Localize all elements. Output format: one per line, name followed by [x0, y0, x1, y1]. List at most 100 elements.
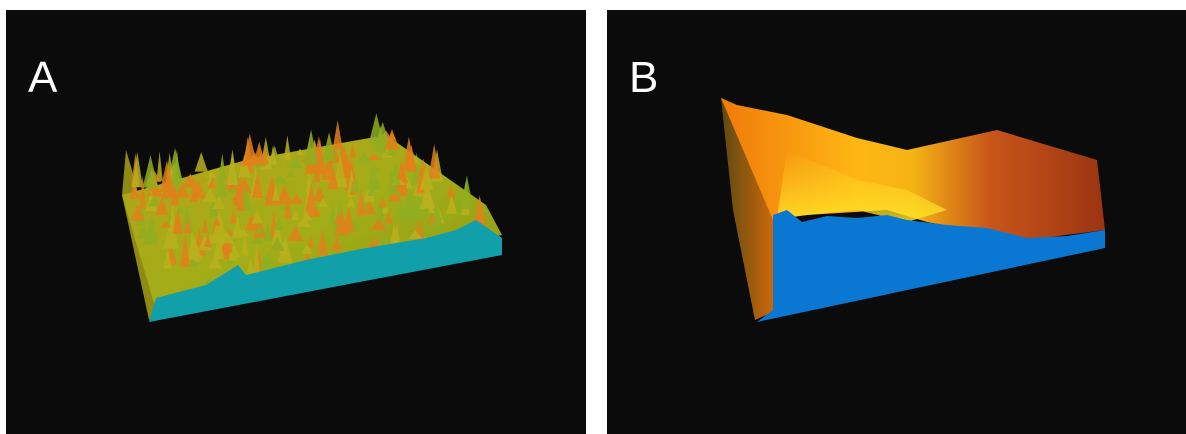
surface-spike — [301, 210, 312, 221]
surface-spike — [272, 182, 280, 201]
surface-spike — [362, 200, 377, 215]
surface-spike — [332, 120, 343, 150]
surface-spike — [173, 149, 181, 183]
surface-spike — [246, 256, 255, 276]
surface-spike — [408, 230, 423, 239]
surface-spike — [209, 195, 219, 217]
surface-spike — [230, 208, 237, 224]
surface-spike — [207, 177, 217, 189]
surface-spike — [370, 217, 387, 231]
surface-spike — [172, 207, 184, 234]
surface-spike — [472, 195, 487, 228]
surface-spike — [405, 144, 418, 172]
surface-spike — [333, 154, 347, 188]
surface-spike — [283, 135, 292, 160]
surface-spike — [146, 220, 158, 240]
panel-b: B — [607, 10, 1186, 434]
surface-spike — [304, 182, 318, 217]
surface-spike — [399, 174, 408, 196]
surface-spike — [276, 184, 293, 205]
surface-spike — [159, 221, 172, 228]
surface-spike — [277, 235, 293, 263]
surface-spike — [269, 145, 277, 166]
surface-spike — [251, 209, 263, 224]
surface-spike — [394, 168, 401, 187]
surface-spike — [342, 206, 355, 232]
surface-spike — [284, 192, 292, 219]
surface-spike — [307, 235, 314, 248]
front-wall-b — [757, 210, 1105, 322]
surface-spike — [250, 236, 266, 244]
surface-spike — [149, 189, 164, 196]
surface-spike — [349, 178, 360, 192]
surface-spike — [441, 211, 452, 220]
surface-spike — [131, 151, 143, 188]
surface-spike — [182, 173, 199, 188]
surface-spike — [446, 184, 456, 198]
surface-spike — [142, 155, 159, 188]
surface-spike — [303, 129, 319, 165]
surface-spike — [271, 216, 283, 246]
surface-spike — [238, 154, 251, 178]
surface-spike — [333, 214, 344, 224]
surface-spike — [357, 152, 372, 164]
spikes-a — [129, 113, 487, 286]
surface-spike — [227, 149, 238, 185]
surface-spike — [165, 186, 176, 197]
surface-spike — [193, 244, 200, 262]
surface-spike — [163, 217, 180, 249]
surface-spike — [390, 223, 398, 244]
surface-spike — [218, 153, 227, 181]
surface-spike — [349, 142, 357, 158]
surface-spike — [445, 195, 458, 214]
surface-spike — [181, 204, 193, 231]
surface-spike — [228, 244, 241, 258]
surface-spike — [356, 189, 366, 216]
surface-spike — [130, 205, 145, 221]
surface-spike — [174, 183, 191, 198]
surface-spike — [201, 217, 209, 234]
surface-spike — [460, 175, 474, 209]
left-wall-b — [721, 98, 777, 320]
surface-spike — [228, 250, 238, 261]
surface-spike — [231, 215, 243, 238]
surface-spike — [385, 184, 401, 195]
surface-spike — [452, 189, 465, 201]
surface-spike — [285, 159, 300, 168]
surface-spike — [419, 166, 434, 190]
surface-spike — [322, 132, 336, 162]
surface-spike — [161, 169, 177, 199]
surface-spike — [213, 217, 221, 226]
panel-label-a: A — [28, 53, 58, 102]
surface-spike — [296, 216, 312, 227]
surface-spike — [428, 144, 441, 179]
surface-spike — [419, 181, 435, 209]
panel-a: A — [6, 10, 586, 434]
surface-spike — [428, 213, 436, 223]
surface-spike — [251, 172, 263, 198]
front-wall-a — [149, 220, 502, 322]
surface-spike — [247, 152, 262, 164]
surface-spike — [289, 193, 305, 204]
surface-plot-a — [122, 113, 502, 322]
surface-spike — [456, 198, 463, 217]
surface-spike — [384, 129, 400, 150]
surface-spike — [189, 183, 199, 202]
surface-spike — [212, 196, 226, 210]
surface-spike — [244, 214, 260, 231]
surface-spike — [376, 234, 390, 247]
surface-spike — [238, 158, 250, 166]
surface-spike — [273, 174, 288, 184]
surface-spike — [381, 203, 390, 214]
surface-spike — [273, 216, 284, 231]
surface-spike — [346, 194, 355, 208]
panel-label-b: B — [629, 53, 659, 102]
surface-spike — [253, 244, 261, 274]
surface-spike — [129, 183, 141, 199]
surface-spike — [377, 121, 389, 141]
surface-spike — [204, 233, 212, 248]
surface-spike — [327, 167, 339, 190]
surface-spike — [296, 148, 304, 156]
surface-spike — [366, 153, 382, 161]
surface-spike — [235, 187, 246, 211]
